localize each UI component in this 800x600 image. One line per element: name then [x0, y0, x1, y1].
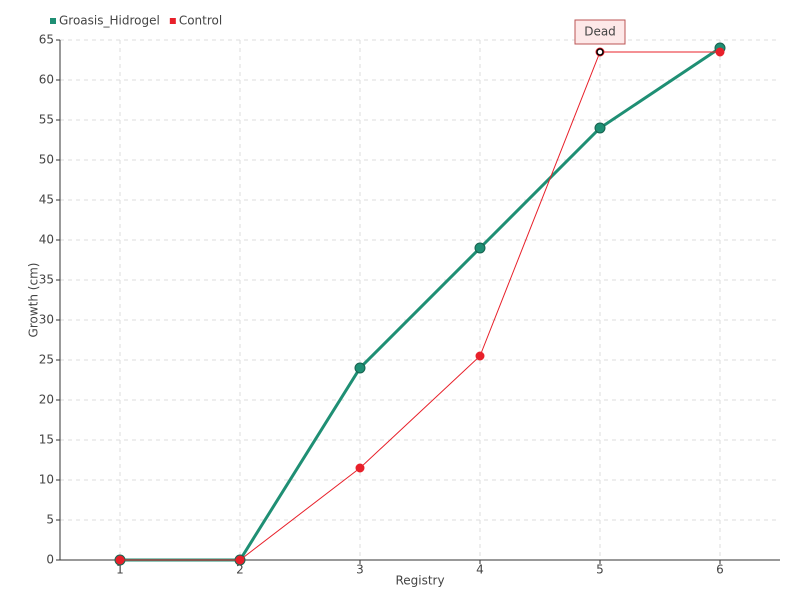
annotation-box: [574, 19, 626, 45]
y-tick-label: 60: [39, 73, 54, 87]
annotation-text: Dead: [584, 25, 616, 39]
y-tick-label: 20: [39, 393, 54, 407]
legend-swatch: [50, 18, 56, 24]
y-tick-label: 0: [46, 553, 54, 567]
y-tick-label: 50: [39, 153, 54, 167]
y-axis-label: Growth (cm): [27, 263, 41, 338]
y-tick-label: 45: [39, 193, 54, 207]
legend-label: Control: [179, 14, 222, 28]
y-tick-label: 5: [46, 513, 54, 527]
data-point: [355, 463, 365, 473]
legend-swatch: [169, 18, 176, 24]
data-point: [474, 242, 486, 254]
legend-label: Groasis_Hidrogel: [59, 14, 160, 28]
y-tick-label: 35: [39, 273, 54, 287]
y-tick-label: 25: [39, 353, 54, 367]
x-tick-label: 6: [716, 563, 724, 577]
y-tick-label: 65: [39, 33, 54, 47]
data-point: [354, 362, 366, 374]
x-tick-label: 1: [116, 563, 124, 577]
y-tick-label: 10: [39, 473, 54, 487]
y-tick-label: 55: [39, 113, 54, 127]
y-tick-label: 15: [39, 433, 54, 447]
annotation-marker: [596, 48, 604, 56]
data-point: [594, 122, 606, 134]
x-tick-label: 2: [236, 563, 244, 577]
data-point: [715, 47, 725, 57]
data-point: [235, 555, 245, 565]
x-tick-label: 5: [596, 563, 604, 577]
y-tick-label: 40: [39, 233, 54, 247]
data-point: [475, 351, 485, 361]
data-point: [115, 555, 125, 565]
y-tick-label: 30: [39, 313, 54, 327]
series-line: [120, 46, 721, 562]
x-axis-label: Registry: [395, 574, 444, 588]
x-tick-label: 4: [476, 563, 484, 577]
x-tick-label: 3: [356, 563, 364, 577]
series-line: [120, 51, 720, 561]
